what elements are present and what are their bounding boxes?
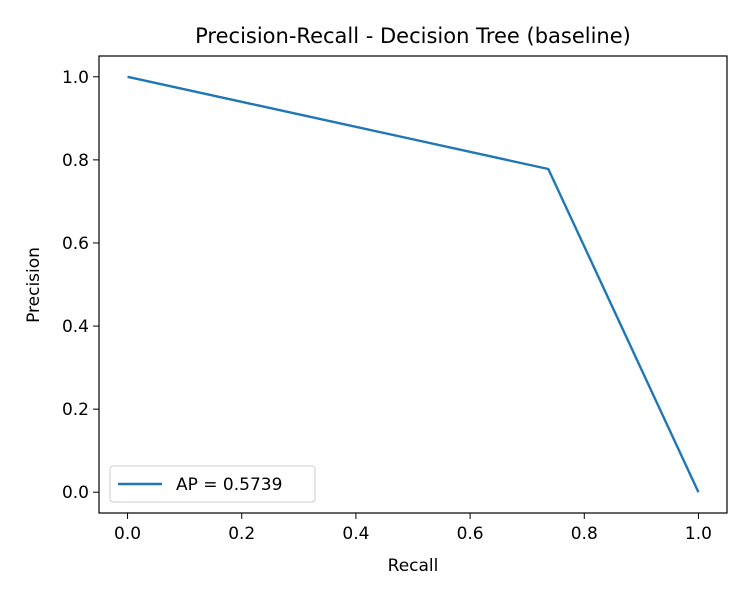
x-tick-label: 0.4 <box>342 524 369 544</box>
series-layer <box>127 75 700 493</box>
y-tick-label: 0.8 <box>62 151 89 171</box>
y-tick-label: 0.0 <box>62 483 89 503</box>
y-tick-label: 0.6 <box>62 234 89 254</box>
x-axis-label: Recall <box>388 556 439 576</box>
y-tick-label: 0.2 <box>62 400 89 420</box>
y-tick-label: 0.4 <box>62 317 89 337</box>
pr-curve-line <box>127 75 700 493</box>
y-tick-label: 1.0 <box>62 68 89 88</box>
x-axis-ticks: 0.0 0.2 0.4 0.6 0.8 1.0 <box>114 513 712 544</box>
plot-area: 0.0 0.2 0.4 0.6 0.8 1.0 0.0 0.2 0.4 0.6 0.8 1.0 <box>62 55 728 544</box>
x-tick-label: 0.6 <box>457 524 484 544</box>
plot-frame <box>98 55 728 514</box>
x-tick-label: 1.0 <box>685 524 712 544</box>
y-axis-label: Precision <box>24 247 44 323</box>
legend: AP = 0.5739 <box>109 465 316 503</box>
legend-entry-label: AP = 0.5739 <box>176 475 282 495</box>
y-axis-ticks: 0.0 0.2 0.4 0.6 0.8 1.0 <box>62 68 99 503</box>
legend-box <box>109 465 316 503</box>
chart-title: Precision-Recall - Decision Tree (baseli… <box>195 24 631 48</box>
x-tick-label: 0.2 <box>228 524 255 544</box>
x-tick-label: 0.0 <box>114 524 141 544</box>
x-tick-label: 0.8 <box>571 524 598 544</box>
